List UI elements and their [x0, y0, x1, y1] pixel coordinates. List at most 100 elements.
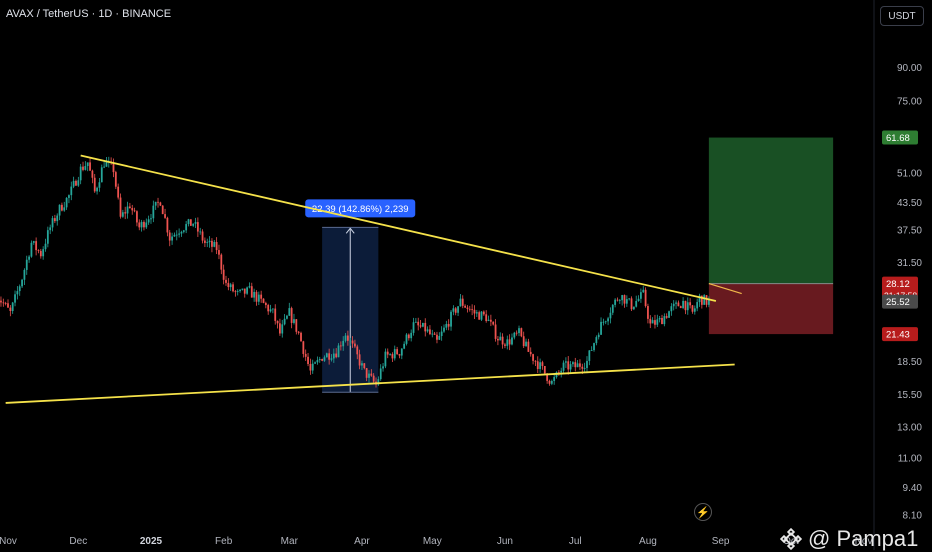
candle-body — [157, 201, 159, 203]
x-tick-label: Aug — [639, 536, 657, 547]
candle-body — [260, 294, 263, 299]
candle-body — [403, 343, 406, 349]
price-tag-box — [882, 294, 918, 309]
candle-body — [377, 379, 380, 385]
binance-diamond-icon — [780, 528, 802, 550]
candle-body — [206, 242, 209, 243]
candle-body — [508, 339, 511, 345]
candle-body — [405, 334, 408, 344]
candle-body — [644, 289, 647, 307]
candle-body — [492, 321, 495, 325]
candle-body — [625, 299, 628, 304]
candle-body — [255, 291, 258, 302]
y-tick-label: 51.00 — [897, 168, 922, 179]
candle-body — [454, 308, 457, 313]
price-tag-label: 25.52 — [886, 297, 910, 308]
x-tick-label: Nov — [0, 536, 17, 547]
candle-body — [368, 373, 370, 378]
candle-body — [499, 336, 502, 341]
candle-body — [342, 340, 345, 347]
candle-body — [4, 303, 7, 304]
candle-body — [103, 166, 106, 168]
candle-body — [593, 343, 595, 351]
candle-body — [276, 320, 279, 324]
candle-body — [124, 212, 127, 214]
candle-body — [84, 166, 87, 170]
candle-body — [459, 298, 462, 307]
candle-body — [311, 363, 314, 371]
candle-body — [323, 357, 326, 361]
y-tick-label: 75.00 — [897, 97, 922, 108]
candle-body — [72, 180, 75, 187]
candle-body — [173, 234, 176, 237]
x-tick-label: Jul — [569, 536, 582, 547]
y-tick-label: 8.10 — [903, 510, 923, 521]
candle-body — [686, 302, 689, 311]
candle-body — [86, 162, 89, 167]
candle-body — [520, 328, 523, 337]
candle-body — [218, 250, 220, 255]
candle-body — [675, 302, 677, 304]
lightning-icon[interactable]: ⚡ — [694, 503, 712, 521]
candle-body — [419, 325, 422, 327]
candle-body — [98, 182, 101, 188]
candle-body — [51, 218, 54, 228]
candle-body — [316, 360, 319, 363]
candle-body — [412, 322, 415, 333]
candle-body — [452, 308, 455, 312]
symbol-title[interactable]: AVAX / TetherUS · 1D · BINANCE — [6, 8, 172, 20]
candle-body — [550, 380, 553, 384]
candle-body — [588, 350, 591, 361]
candle-body — [112, 162, 115, 173]
candle-body — [154, 201, 157, 206]
candle-body — [0, 300, 2, 303]
candle-body — [354, 343, 356, 347]
candle-body — [417, 321, 420, 326]
candle-body — [611, 304, 614, 313]
candle-body — [661, 317, 663, 325]
x-tick-label: 2025 — [140, 536, 163, 547]
candle-body — [562, 362, 565, 371]
candle-body — [433, 333, 436, 335]
candle-body — [32, 241, 35, 243]
candle-body — [335, 353, 338, 358]
x-tick-label: Mar — [281, 536, 299, 547]
candle-body — [143, 221, 145, 228]
candle-body — [518, 328, 520, 334]
candle-body — [447, 323, 450, 327]
candle-body — [290, 308, 293, 323]
candle-body — [482, 311, 485, 315]
candle-body — [665, 316, 668, 318]
candle-body — [30, 242, 33, 257]
candle-body — [93, 177, 96, 192]
candle-body — [450, 311, 452, 327]
candle-body — [637, 298, 640, 302]
candle-body — [586, 360, 588, 368]
candle-body — [365, 368, 368, 378]
currency-button[interactable]: USDT — [880, 6, 924, 26]
candle-body — [564, 361, 567, 363]
candle-body — [698, 295, 701, 303]
candle-body — [654, 320, 656, 325]
candle-body — [370, 373, 373, 376]
candle-body — [384, 351, 387, 367]
candle-body — [534, 360, 537, 362]
candle-body — [234, 291, 237, 293]
candle-body — [295, 319, 298, 332]
candle-body — [339, 345, 342, 347]
candle-body — [389, 354, 391, 355]
candle-body — [267, 305, 270, 312]
candle-body — [253, 291, 256, 298]
candle-body — [504, 344, 506, 346]
candle-body — [23, 269, 26, 280]
x-tick-label: May — [423, 536, 442, 547]
candle-body — [557, 372, 560, 374]
candle-body — [461, 298, 464, 306]
candle-body — [79, 166, 82, 181]
candle-body — [18, 286, 21, 292]
candle-body — [668, 311, 670, 318]
candle-body — [133, 210, 136, 212]
candle-body — [583, 367, 586, 369]
candle-body — [328, 353, 331, 360]
